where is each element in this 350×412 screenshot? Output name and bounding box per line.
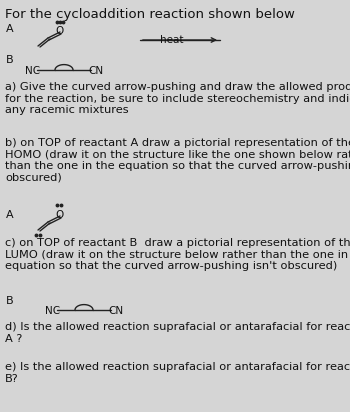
Text: d) Is the allowed reaction suprafacial or antarafacial for reactant
A ?: d) Is the allowed reaction suprafacial o… [5, 322, 350, 344]
Text: CN: CN [108, 306, 123, 316]
Text: e) Is the allowed reaction suprafacial or antarafacial for reactant
B?: e) Is the allowed reaction suprafacial o… [5, 362, 350, 384]
Text: B: B [6, 55, 14, 65]
Text: heat: heat [160, 35, 183, 45]
Text: a) Give the curved arrow-pushing and draw the allowed product
for the reaction, : a) Give the curved arrow-pushing and dra… [5, 82, 350, 115]
Text: NC: NC [45, 306, 60, 316]
Text: O: O [56, 26, 64, 36]
Text: CN: CN [88, 66, 103, 76]
Text: b) on TOP of reactant A draw a pictorial representation of the
HOMO (draw it on : b) on TOP of reactant A draw a pictorial… [5, 138, 350, 183]
Text: NC: NC [25, 66, 40, 76]
Text: For the cycloaddition reaction shown below: For the cycloaddition reaction shown bel… [5, 8, 295, 21]
Text: O: O [56, 210, 64, 220]
Text: A: A [6, 210, 14, 220]
Text: A: A [6, 24, 14, 34]
Text: B: B [6, 296, 14, 306]
Text: c) on TOP of reactant B  draw a pictorial representation of the
LUMO (draw it on: c) on TOP of reactant B draw a pictorial… [5, 238, 350, 271]
